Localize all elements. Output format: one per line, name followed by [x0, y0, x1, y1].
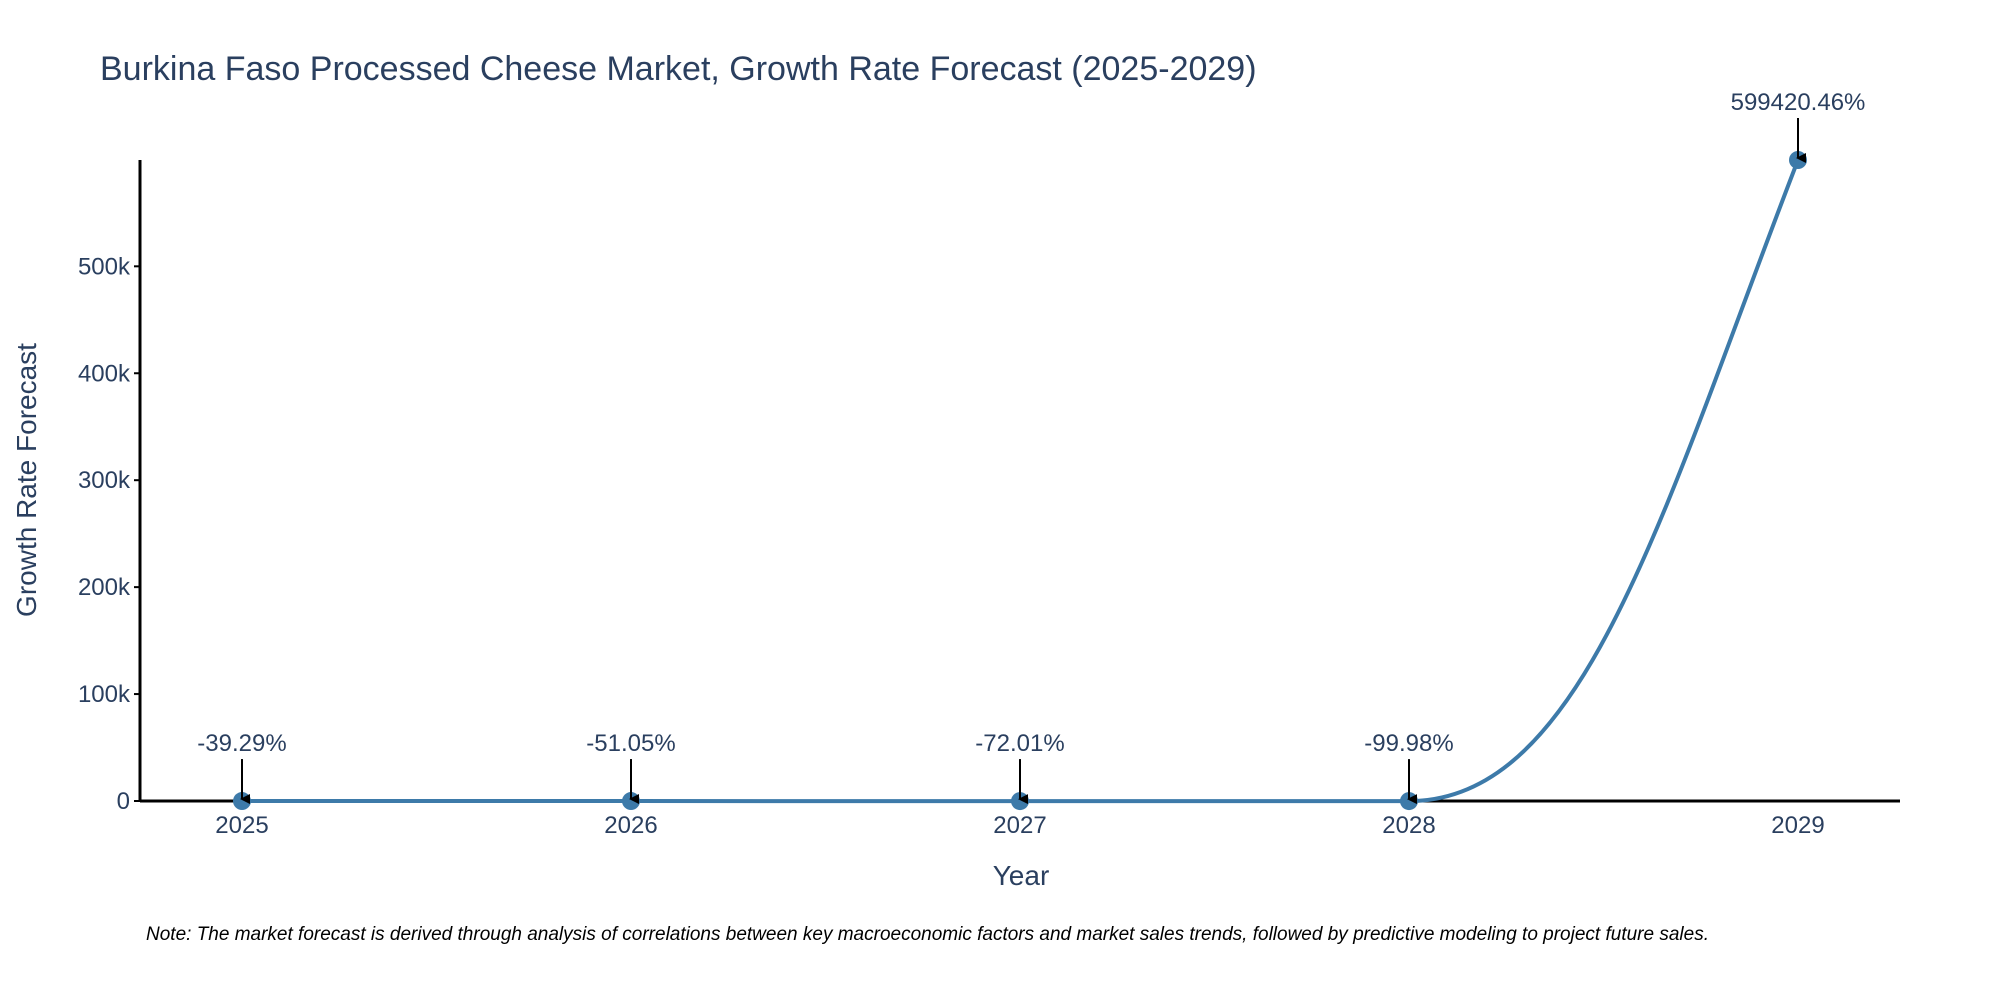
y-axis: 0 100k 200k 300k 400k 500k	[78, 160, 142, 815]
data-label: -39.29%	[197, 730, 286, 757]
y-tick-label: 0	[117, 788, 130, 815]
data-label: 599420.46%	[1731, 89, 1866, 116]
x-tick-label: 2028	[1382, 812, 1435, 839]
x-axis-title: Year	[993, 860, 1050, 891]
x-tick-label: 2025	[215, 812, 268, 839]
y-axis-title: Growth Rate Forecast	[11, 343, 42, 617]
series-line	[241, 159, 1800, 804]
y-tick-label: 400k	[78, 360, 131, 387]
x-tick-label: 2029	[1771, 812, 1824, 839]
y-tick-label: 200k	[78, 574, 131, 601]
data-label: -51.05%	[586, 730, 675, 757]
y-tick-label: 100k	[78, 681, 131, 708]
data-label: -72.01%	[975, 730, 1064, 757]
data-labels: -39.29% -51.05% -72.01% -99.98% 599420.46%	[197, 89, 1866, 805]
series-growth-rate	[233, 151, 1807, 811]
chart-title: Burkina Faso Processed Cheese Market, Gr…	[100, 50, 1257, 88]
x-tick-label: 2027	[993, 812, 1046, 839]
y-tick-label: 300k	[78, 467, 131, 494]
x-axis: 2025 2026 2027 2028 2029	[140, 799, 1900, 839]
footnote: Note: The market forecast is derived thr…	[146, 924, 1709, 945]
data-label: -99.98%	[1364, 730, 1453, 757]
x-tick-label: 2026	[604, 812, 657, 839]
y-tick-label: 500k	[78, 253, 131, 280]
